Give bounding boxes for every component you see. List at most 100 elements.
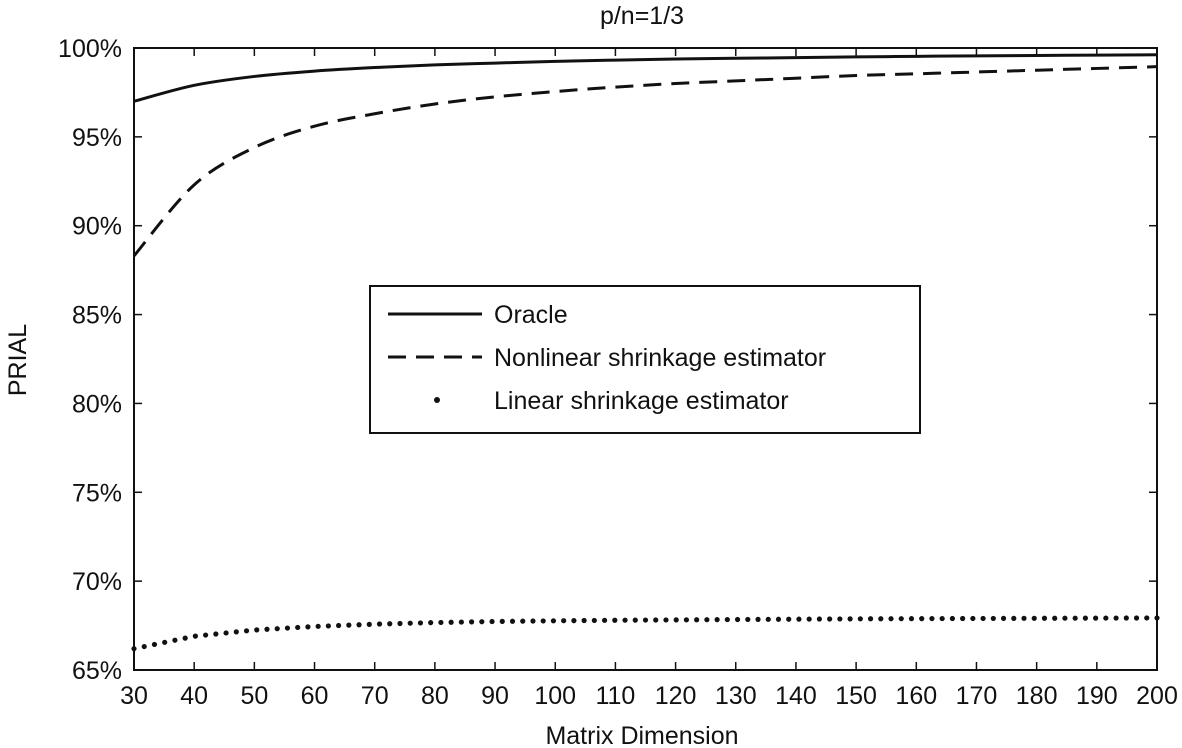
linear-shrinkage-estimator-point [714, 617, 720, 623]
linear-shrinkage-estimator-point [468, 619, 475, 625]
x-tick-label: 30 [120, 682, 148, 710]
linear-shrinkage-estimator-point [1021, 615, 1027, 621]
linear-shrinkage-estimator-point [775, 616, 782, 622]
legend-label-nonlinear-shrinkage-estimator: Nonlinear shrinkage estimator [494, 344, 826, 372]
linear-shrinkage-estimator-point [847, 616, 853, 622]
linear-shrinkage-estimator-point [182, 635, 188, 641]
linear-shrinkage-estimator-point [806, 616, 812, 622]
linear-shrinkage-estimator-point [642, 617, 649, 623]
y-tick-label: 70% [72, 568, 122, 596]
linear-shrinkage-estimator-point [816, 616, 823, 622]
linear-shrinkage-estimator-legend-swatch [434, 397, 440, 403]
linear-shrinkage-estimator-point [213, 631, 219, 637]
linear-shrinkage-estimator-point [929, 615, 935, 622]
x-tick-label: 70 [361, 682, 389, 710]
linear-shrinkage-estimator-point [151, 641, 158, 648]
x-tick-label: 50 [240, 682, 268, 710]
linear-shrinkage-estimator-point [264, 626, 270, 632]
linear-shrinkage-estimator-point [1072, 615, 1078, 621]
linear-shrinkage-estimator-point [192, 633, 198, 639]
linear-shrinkage-estimator-point [591, 617, 597, 624]
linear-shrinkage-estimator-point [325, 623, 331, 629]
linear-shrinkage-estimator-point [1144, 615, 1150, 621]
linear-shrinkage-estimator-point [499, 618, 505, 624]
legend-box [369, 285, 921, 434]
linear-shrinkage-estimator-point [908, 616, 915, 622]
x-tick-label: 40 [180, 682, 208, 710]
linear-shrinkage-estimator-point [448, 619, 454, 625]
linear-shrinkage-estimator-point [254, 627, 260, 633]
linear-shrinkage-estimator-point [827, 616, 833, 622]
linear-shrinkage-estimator-point [796, 616, 802, 622]
linear-shrinkage-estimator-point [622, 617, 628, 623]
legend: Oracle Nonlinear shrinkage estimator Linea… [369, 285, 921, 434]
linear-shrinkage-estimator-point [1031, 615, 1037, 621]
linear-shrinkage-estimator-point [520, 618, 526, 624]
linear-shrinkage-estimator-point [1052, 615, 1058, 621]
x-tick-label: 130 [715, 682, 757, 710]
linear-shrinkage-estimator-point [561, 618, 567, 624]
linear-shrinkage-estimator-point [786, 616, 792, 622]
linear-shrinkage-estimator-point [980, 615, 986, 622]
linear-shrinkage-estimator-point [960, 615, 966, 622]
linear-shrinkage-estimator-point [1011, 615, 1017, 621]
linear-shrinkage-estimator-point [1082, 615, 1088, 621]
linear-shrinkage-estimator-point [387, 621, 393, 627]
linear-shrinkage-estimator-point [489, 618, 495, 625]
linear-shrinkage-estimator-point [172, 637, 178, 643]
linear-shrinkage-estimator-point [479, 619, 485, 625]
x-axis-title: Matrix Dimension [545, 722, 738, 748]
linear-shrinkage-estimator-point [704, 617, 710, 623]
linear-shrinkage-estimator-point [663, 617, 669, 623]
linear-shrinkage-estimator-point [550, 618, 557, 624]
linear-shrinkage-estimator-point [888, 616, 894, 622]
linear-shrinkage-estimator-point [919, 616, 925, 622]
x-tick-label: 140 [775, 682, 817, 710]
linear-shrinkage-estimator-point [428, 620, 434, 626]
linear-shrinkage-estimator-series [131, 615, 1160, 652]
linear-shrinkage-estimator-point [223, 630, 229, 636]
linear-shrinkage-estimator-point [745, 616, 751, 623]
y-tick-label: 75% [72, 479, 122, 507]
linear-shrinkage-estimator-point [233, 629, 239, 635]
linear-shrinkage-estimator-point [1103, 615, 1109, 621]
linear-shrinkage-estimator-point [878, 616, 884, 622]
x-tick-label: 190 [1076, 682, 1118, 710]
linear-shrinkage-estimator-point [683, 617, 690, 623]
linear-shrinkage-estimator-point [632, 617, 638, 623]
linear-shrinkage-estimator-point [970, 615, 976, 622]
y-tick-label: 90% [72, 213, 122, 241]
nonlinear-shrinkage-estimator-line [132, 65, 1158, 257]
y-axis-title: PRIAL [4, 324, 32, 396]
linear-shrinkage-estimator-point [939, 615, 945, 622]
linear-shrinkage-estimator-point [571, 618, 577, 624]
linear-shrinkage-estimator-point [837, 616, 843, 622]
linear-shrinkage-estimator-point [284, 625, 291, 631]
x-tick-label: 60 [301, 682, 329, 710]
linear-shrinkage-estimator-point [346, 622, 352, 628]
linear-shrinkage-estimator-point [295, 624, 301, 631]
linear-shrinkage-estimator-point [857, 616, 863, 622]
linear-shrinkage-estimator-point [540, 618, 546, 624]
linear-shrinkage-estimator-point [673, 617, 679, 623]
linear-shrinkage-estimator-point [1113, 615, 1119, 621]
linear-shrinkage-estimator-point [438, 619, 444, 626]
x-tick-label: 80 [421, 682, 449, 710]
linear-shrinkage-estimator-point [530, 618, 536, 624]
linear-shrinkage-estimator-point [653, 617, 659, 623]
linear-shrinkage-estimator-point [274, 626, 280, 632]
legend-label-oracle: Oracle [494, 301, 568, 329]
x-tick-label: 100 [534, 682, 576, 710]
x-tick-label: 160 [895, 682, 937, 710]
linear-shrinkage-estimator-point [315, 623, 321, 629]
linear-shrinkage-estimator-point [356, 622, 362, 628]
linear-shrinkage-estimator-point [990, 615, 996, 622]
linear-shrinkage-estimator-point [1000, 615, 1007, 621]
x-tick-label: 110 [595, 682, 635, 710]
x-tick-label: 150 [835, 682, 877, 710]
legend-label-linear-shrinkage-estimator: Linear shrinkage estimator [494, 387, 789, 415]
linear-shrinkage-estimator-point [898, 616, 904, 622]
linear-shrinkage-estimator-point [141, 643, 147, 650]
x-tick-label: 120 [655, 682, 697, 710]
